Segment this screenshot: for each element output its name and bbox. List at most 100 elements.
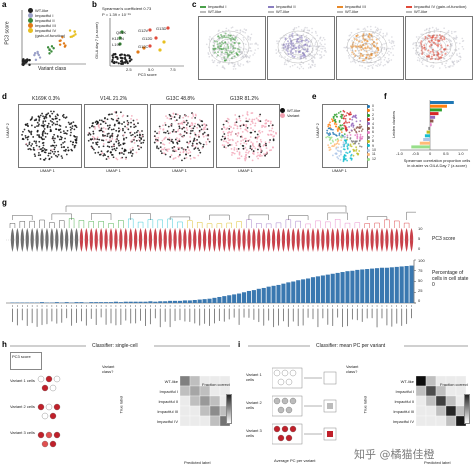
d-variant-dot [191,117,193,119]
c-fg-dot [231,45,234,48]
c-bg-dot [432,61,435,64]
d-wt-dot [134,125,137,128]
d-wt-dot [158,125,161,128]
e-cluster-dot [332,145,335,148]
d-wt-dot [268,125,270,127]
d-variant-dot [197,134,200,137]
c-bg-dot [255,43,258,45]
c-contour [277,30,319,64]
d-wt-dot [36,125,38,128]
cell [53,403,61,411]
a-dot [50,45,54,48]
d-wt-dot [167,132,170,135]
d-wt-dot [35,119,37,122]
g-bar [370,268,375,303]
d-wt-dot [242,124,245,127]
e-cluster-dot [352,114,355,117]
c-contour [218,38,240,56]
c-fg-dot [373,45,376,48]
c-bg-dot [393,44,396,47]
e-cluster-dot [339,115,342,118]
c-fg-dot [439,37,442,40]
c-fg-dot [362,47,365,50]
c-bg-dot [416,59,419,62]
d-variant-dot [248,118,251,121]
e-cluster-dot [343,154,346,157]
d-variant-dot [238,153,241,156]
d-variant-dot [260,154,263,157]
d-variant-dot [252,153,255,155]
c-bg-dot [325,51,327,53]
matrix-cell [189,385,201,397]
dendro-leaf [403,222,410,228]
d-variant-dot [232,127,235,130]
d-wt-dot [31,143,34,145]
b-dot [130,58,133,61]
panel-b-xtick-1: 5.0 [148,67,154,72]
d-wt-dot [191,129,194,132]
a-dot [23,59,27,63]
e-cluster-dot [356,133,359,136]
cell [49,440,57,448]
g-bar [153,301,158,303]
d-wt-dot [106,118,109,121]
g-bar [148,301,153,303]
matrix-cell [199,385,211,397]
d-wt-dot [112,156,115,159]
d-wt-dot [32,147,35,149]
c-bg-dot [347,55,350,57]
matrix-cell [209,395,221,407]
d-wt-dot [185,119,188,122]
d-wt-dot [167,138,169,141]
c-fg-dot [238,50,241,53]
c-bg-dot [351,60,354,63]
c-bg-dot [248,60,251,63]
panel-a-legend: WT-like Impactful I Impactful II Impactf… [28,8,65,38]
c-bg-dot [286,58,289,60]
c-bg-dot [314,30,317,33]
cell [285,434,293,442]
g-ytick-top-2: 0 [418,246,421,251]
f-bar [430,112,439,116]
d-wt-dot [59,131,62,134]
d-wt-dot [107,128,110,130]
d-wt-dot [44,149,47,152]
e-cluster-dot [333,119,336,122]
c-fg-dot [305,38,308,41]
d-title-2: V14L 21.2% [100,96,128,102]
d-wt-dot [99,153,102,156]
e-cluster-dot [337,139,340,142]
d-variant-dot [259,153,262,156]
d-variant-dot [205,143,208,146]
dendro-leaf [256,223,262,228]
d-variant-dot [161,139,164,142]
d-wt-dot [38,134,40,136]
c-bg-dot [232,65,235,68]
c-bg-dot [383,59,386,61]
d-variant-dot [239,127,242,130]
d-variant-dot [250,127,252,130]
d-variant-dot [223,126,226,129]
d-wt-dot [48,157,51,160]
d-wt-dot [63,146,65,148]
e-cluster-dot [343,115,346,118]
c-bg-dot [314,63,316,66]
d-wt-dot [97,151,100,154]
c-fg-dot [232,38,235,41]
d-wt-dot [96,141,99,144]
d-wt-dot [26,144,29,147]
dendro-leaf [265,223,272,228]
c-bg-dot [379,58,382,61]
d-wt-dot [135,131,138,134]
c-fg-dot [366,46,369,49]
d-wt-dot [159,150,162,153]
d-variant-dot [248,150,250,153]
panel-c-label: c [192,0,197,9]
c-bg-dot [318,49,320,52]
d-variant-dot [232,151,235,154]
d-wt-dot [23,128,26,131]
d-wt-dot [28,143,31,145]
d-wt-dot [200,120,203,122]
d-wt-dot [50,145,53,147]
d-variant-dot [249,136,252,138]
